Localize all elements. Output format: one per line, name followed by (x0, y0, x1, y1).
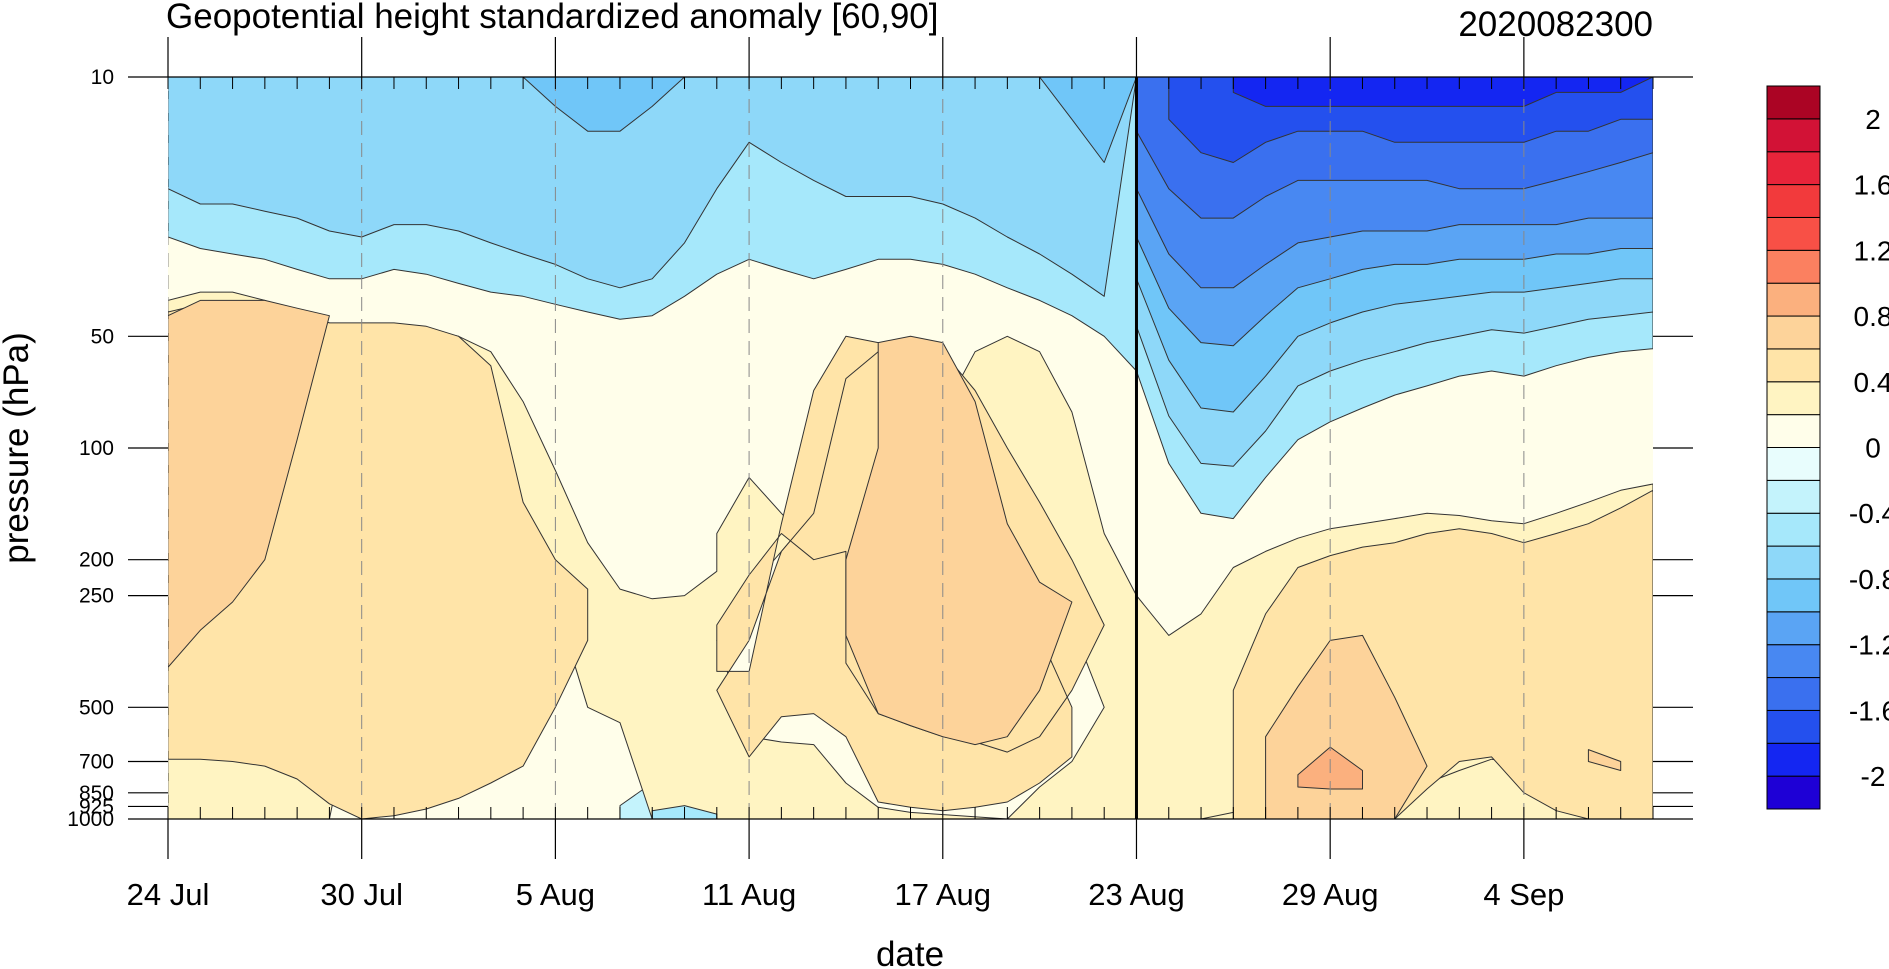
colorbar-swatch (1766, 414, 1821, 448)
colorbar-swatch (1766, 578, 1821, 613)
colorbar-swatch (1766, 479, 1821, 514)
colorbar-swatch (1766, 85, 1821, 120)
colorbar-swatch (1766, 545, 1821, 580)
y-tick-label: 925 (79, 795, 114, 818)
contour-region (845, 335, 1073, 746)
colorbar-label: 0.8 (1854, 301, 1889, 332)
x-tick-label: 4 Sep (1483, 877, 1564, 912)
y-tick-label: 50 (91, 325, 114, 348)
x-axis-label: date (876, 935, 944, 969)
y-tick-label: 700 (79, 751, 114, 774)
x-tick-label: 30 Jul (320, 877, 403, 912)
contour-region (168, 77, 1137, 297)
contour-region (1039, 77, 1137, 163)
colorbar-swatch (1766, 644, 1821, 679)
colorbar-swatch (1766, 184, 1821, 218)
chart-title: Geopotential height standardized anomaly… (166, 0, 938, 36)
colorbar-swatch (1766, 216, 1821, 251)
contour-region (1232, 77, 1653, 107)
colorbar-label: -0.4 (1849, 498, 1889, 529)
x-tick-label: 23 Aug (1088, 877, 1185, 912)
date-label: 2020082300 (1458, 5, 1653, 44)
colorbar-swatch (1766, 118, 1821, 153)
colorbar-swatch (1766, 381, 1821, 416)
colorbar-label: 0.4 (1854, 367, 1889, 398)
colorbar-label: -1.6 (1849, 695, 1889, 726)
contour-region (168, 299, 330, 668)
x-tick-label: 29 Aug (1282, 877, 1379, 912)
colorbar-label: -1.2 (1849, 630, 1889, 661)
y-tick-label: 10 (91, 66, 114, 89)
y-tick-label: 200 (79, 549, 114, 572)
x-tick-label: 17 Aug (895, 877, 992, 912)
colorbar-swatch (1766, 512, 1821, 547)
colorbar-label: -0.8 (1849, 564, 1889, 595)
y-tick-label: 500 (79, 696, 114, 719)
colorbar-swatch (1766, 348, 1821, 383)
y-tick-label: 850 (79, 782, 114, 805)
colorbar-swatch (1766, 709, 1821, 744)
colorbar-swatch (1766, 677, 1821, 711)
y-tick-label: 100 (79, 437, 114, 460)
colorbar-swatch (1766, 151, 1821, 186)
contour-region (1587, 749, 1622, 771)
y-tick-label: 250 (79, 585, 114, 608)
colorbar-swatch (1766, 282, 1821, 317)
x-tick-label: 5 Aug (516, 877, 595, 912)
colorbar-label: 1.2 (1854, 235, 1889, 266)
colorbar-label: 2 (1865, 104, 1881, 135)
colorbar-swatch (1766, 611, 1821, 646)
colorbar-label: -2 (1861, 761, 1886, 792)
y-tick-label: 1000 (67, 808, 114, 831)
colorbar-label: 0 (1865, 433, 1881, 464)
colorbar-swatch (1766, 447, 1821, 481)
colorbar-swatch (1766, 742, 1821, 777)
colorbar-swatch (1766, 249, 1821, 284)
y-axis-label: pressure (hPa) (0, 332, 36, 563)
x-tick-label: 11 Aug (702, 877, 796, 912)
colorbar-swatch (1766, 775, 1821, 810)
colorbar-label: 1.6 (1854, 170, 1889, 201)
colorbar-swatch (1766, 315, 1821, 350)
x-tick-label: 24 Jul (127, 877, 210, 912)
